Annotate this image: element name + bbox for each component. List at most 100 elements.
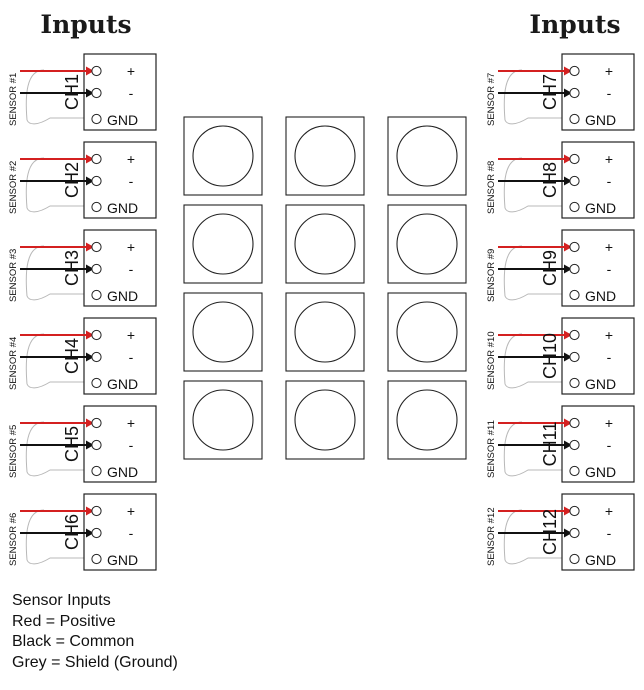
channel-label: CH12 — [540, 509, 560, 555]
button-cap — [192, 389, 254, 451]
positive-terminal — [91, 417, 102, 429]
button-cap — [192, 213, 254, 275]
ground-terminal — [569, 377, 580, 389]
common-terminal — [569, 87, 580, 99]
common-terminal — [91, 263, 102, 275]
common-arrow — [564, 88, 572, 98]
positive-label: + — [605, 63, 613, 79]
common-terminal — [91, 527, 102, 539]
button-cap — [294, 213, 356, 275]
common-terminal — [569, 351, 580, 363]
channel-label: CH6 — [62, 514, 82, 550]
ground-label: GND — [107, 112, 138, 128]
negative-label: - — [607, 437, 612, 453]
positive-terminal — [91, 329, 102, 341]
ground-terminal — [569, 201, 580, 213]
grid-button — [387, 204, 467, 284]
grid-button — [183, 292, 263, 372]
sensor-label: SENSOR #4 — [8, 337, 19, 390]
ground-label: GND — [585, 200, 616, 216]
ground-label: GND — [585, 112, 616, 128]
ground-label: GND — [585, 552, 616, 568]
sensor-label: SENSOR #7 — [486, 73, 497, 126]
common-terminal — [91, 351, 102, 363]
positive-arrow — [564, 506, 572, 516]
channel-label: CH11 — [540, 422, 560, 467]
positive-label: + — [127, 239, 135, 255]
sensor-label: SENSOR #3 — [8, 249, 19, 302]
channel-block: + - GND SENSOR #5 CH5 — [8, 405, 157, 483]
ground-label: GND — [107, 376, 138, 392]
positive-label: + — [605, 239, 613, 255]
ground-terminal — [569, 113, 580, 125]
positive-arrow — [564, 330, 572, 340]
positive-terminal — [91, 153, 102, 165]
sensor-label: SENSOR #11 — [486, 420, 497, 478]
grid-button — [387, 292, 467, 372]
grid-button — [387, 116, 467, 196]
sensor-label: SENSOR #9 — [486, 249, 497, 302]
positive-arrow — [86, 418, 94, 428]
positive-label: + — [127, 327, 135, 343]
negative-label: - — [129, 349, 134, 365]
negative-label: - — [129, 173, 134, 189]
common-arrow — [86, 176, 94, 186]
common-terminal — [91, 439, 102, 451]
positive-arrow — [86, 66, 94, 76]
common-terminal — [569, 439, 580, 451]
ground-label: GND — [107, 200, 138, 216]
positive-arrow — [564, 242, 572, 252]
sensor-label: SENSOR #5 — [8, 425, 19, 478]
button-cap — [294, 389, 356, 451]
ground-terminal — [91, 113, 102, 125]
negative-label: - — [129, 261, 134, 277]
legend-common: Black = Common — [12, 633, 135, 650]
positive-arrow — [564, 418, 572, 428]
channel-block: + - GND SENSOR #6 CH6 — [8, 493, 157, 571]
channel-block: + - GND SENSOR #7 CH7 — [486, 53, 635, 131]
common-terminal — [569, 175, 580, 187]
grid-button — [387, 380, 467, 460]
ground-terminal — [569, 465, 580, 477]
common-arrow — [564, 528, 572, 538]
common-terminal — [91, 175, 102, 187]
common-arrow — [86, 440, 94, 450]
ground-terminal — [91, 201, 102, 213]
right-inputs-header: Inputs — [529, 10, 620, 39]
channel-blocks: + - GND SENSOR #1 CH1 + - GND SENSOR #2 CH2 + - GND S… — [8, 53, 635, 571]
channel-block: + - GND SENSOR #9 CH9 — [486, 229, 635, 307]
ground-terminal — [569, 553, 580, 565]
sensor-label: SENSOR #8 — [486, 161, 497, 214]
grid-button — [183, 204, 263, 284]
grid-button — [183, 116, 263, 196]
positive-terminal — [569, 505, 580, 517]
common-arrow — [86, 264, 94, 274]
common-arrow — [86, 352, 94, 362]
grid-button — [183, 380, 263, 460]
channel-label: CH5 — [62, 426, 82, 462]
common-terminal — [91, 87, 102, 99]
grid-button — [285, 380, 365, 460]
common-arrow — [564, 440, 572, 450]
sensor-label: SENSOR #6 — [8, 513, 19, 566]
positive-arrow — [86, 330, 94, 340]
negative-label: - — [129, 437, 134, 453]
channel-block: + - GND SENSOR #1 CH1 — [8, 53, 157, 131]
shield-wire — [503, 333, 562, 389]
channel-block: + - GND SENSOR #10 CH10 — [486, 317, 635, 395]
positive-label: + — [127, 63, 135, 79]
channel-block: + - GND SENSOR #8 CH8 — [486, 141, 635, 219]
common-arrow — [86, 88, 94, 98]
shield-wire — [25, 157, 84, 213]
channel-block: + - GND SENSOR #11 CH11 — [486, 405, 635, 483]
channel-label: CH2 — [62, 162, 82, 198]
shield-wire — [503, 509, 562, 565]
ground-terminal — [91, 465, 102, 477]
channel-label: CH3 — [62, 250, 82, 286]
negative-label: - — [607, 173, 612, 189]
ground-label: GND — [585, 288, 616, 304]
common-arrow — [564, 352, 572, 362]
positive-arrow — [564, 154, 572, 164]
grid-button — [285, 116, 365, 196]
